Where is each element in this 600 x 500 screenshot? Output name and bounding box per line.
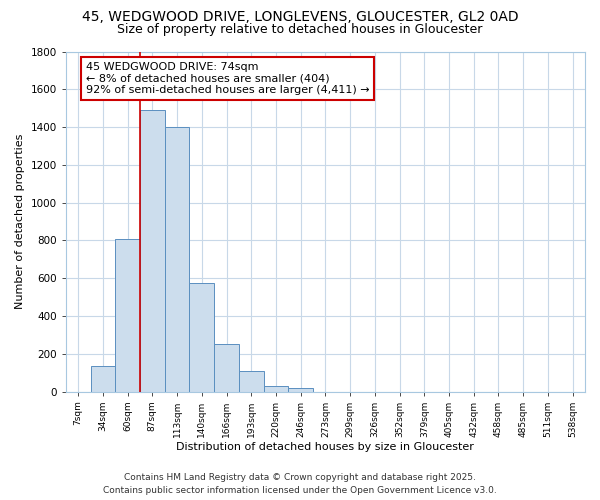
Text: Size of property relative to detached houses in Gloucester: Size of property relative to detached ho…: [118, 22, 482, 36]
Bar: [214, 344, 239, 392]
Bar: [165, 127, 190, 392]
Text: Contains HM Land Registry data © Crown copyright and database right 2025.
Contai: Contains HM Land Registry data © Crown c…: [103, 474, 497, 495]
Y-axis label: Number of detached properties: Number of detached properties: [15, 134, 25, 309]
Bar: [115, 238, 140, 392]
Text: 45 WEDGWOOD DRIVE: 74sqm
← 8% of detached houses are smaller (404)
92% of semi-d: 45 WEDGWOOD DRIVE: 74sqm ← 8% of detache…: [86, 62, 369, 95]
X-axis label: Distribution of detached houses by size in Gloucester: Distribution of detached houses by size …: [176, 442, 475, 452]
Text: 45, WEDGWOOD DRIVE, LONGLEVENS, GLOUCESTER, GL2 0AD: 45, WEDGWOOD DRIVE, LONGLEVENS, GLOUCEST…: [82, 10, 518, 24]
Bar: [190, 283, 214, 392]
Bar: [91, 366, 115, 392]
Bar: [239, 371, 263, 392]
Bar: [140, 110, 165, 392]
Bar: [263, 386, 289, 392]
Bar: [289, 388, 313, 392]
